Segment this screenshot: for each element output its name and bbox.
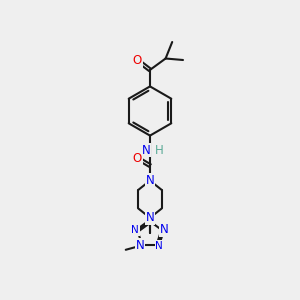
Text: H: H (154, 143, 164, 157)
Text: O: O (133, 152, 142, 165)
Text: N: N (146, 174, 154, 187)
Text: N: N (155, 241, 163, 251)
Text: N: N (136, 239, 144, 252)
Text: N: N (141, 143, 150, 157)
Text: N: N (131, 225, 139, 235)
Text: O: O (133, 54, 142, 67)
Text: N: N (160, 224, 169, 236)
Text: N: N (146, 211, 154, 224)
